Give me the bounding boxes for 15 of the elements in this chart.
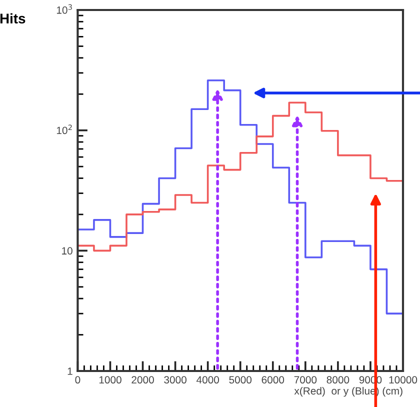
x-tick-label: 5000 — [229, 376, 252, 384]
x-tick-label: 0 — [75, 376, 80, 384]
y-tick-label: 1 — [68, 368, 72, 375]
x-tick-label: 1000 — [99, 376, 122, 384]
x-tick-label: 2000 — [132, 376, 154, 384]
y-tick-label: 10$^{3}$ — [56, 4, 72, 14]
y-tick-label: 10$^{2}$ — [56, 124, 72, 134]
x-tick-label: 8000 — [326, 376, 350, 384]
x-tick-label: 6000 — [262, 376, 284, 384]
y-axis-title: Hits — [0, 13, 26, 24]
x-tick-label: 4000 — [196, 376, 219, 384]
x-tick-label: 3000 — [164, 376, 186, 384]
x-tick-label: 7000 — [294, 376, 317, 384]
x-tick-label: 10000 — [389, 376, 418, 384]
y-tick-label: 10 — [62, 247, 72, 255]
